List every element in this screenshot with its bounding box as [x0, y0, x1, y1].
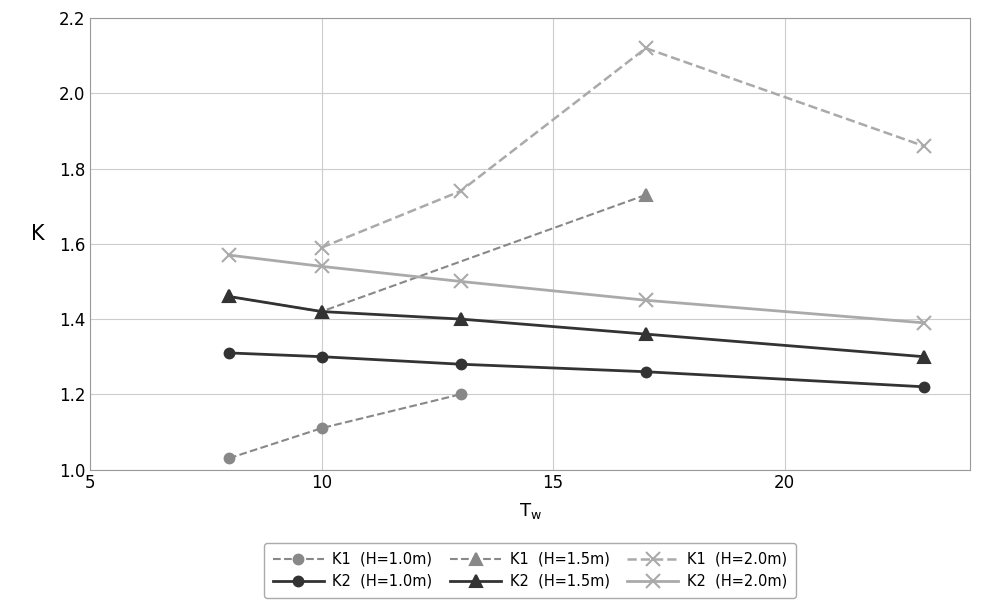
K2  (H=2.0m) [316, 262, 328, 270]
K2  (H=1.5m) [918, 353, 930, 360]
Line: K2  (H=1.0m): K2 (H=1.0m) [224, 348, 929, 392]
K1  (H=2.0m) [316, 244, 328, 251]
K1  (H=1.5m) [640, 191, 652, 199]
K2  (H=2.0m) [455, 278, 467, 285]
K1  (H=1.0m) [223, 455, 235, 462]
K1  (H=1.5m) [316, 308, 328, 315]
K1  (H=1.5m) [223, 293, 235, 300]
K2  (H=1.0m) [640, 368, 652, 376]
K2  (H=1.5m) [455, 315, 467, 323]
K2  (H=1.0m) [918, 383, 930, 391]
K2  (H=1.5m) [223, 293, 235, 300]
Legend: K1  (H=1.0m), K2  (H=1.0m), K1  (H=1.5m), K2  (H=1.5m), K1  (H=2.0m), K2  (H=2.0: K1 (H=1.0m), K2 (H=1.0m), K1 (H=1.5m), K… [264, 543, 796, 598]
K2  (H=1.0m) [223, 349, 235, 356]
Y-axis label: K: K [31, 224, 45, 244]
K1  (H=2.0m) [455, 188, 467, 195]
Line: K2  (H=2.0m): K2 (H=2.0m) [222, 248, 931, 330]
K2  (H=2.0m) [223, 252, 235, 259]
Line: K2  (H=1.5m): K2 (H=1.5m) [223, 291, 929, 362]
K2  (H=1.0m) [455, 361, 467, 368]
K1  (H=1.0m) [455, 391, 467, 398]
K1  (H=2.0m) [640, 45, 652, 52]
K2  (H=1.0m) [316, 353, 328, 360]
K2  (H=2.0m) [918, 319, 930, 326]
K2  (H=1.5m) [640, 330, 652, 338]
Text: $\mathregular{T_w}$: $\mathregular{T_w}$ [519, 501, 541, 521]
K1  (H=2.0m) [918, 143, 930, 150]
Line: K1  (H=1.0m): K1 (H=1.0m) [224, 389, 465, 463]
K1  (H=1.0m) [316, 424, 328, 432]
Line: K1  (H=1.5m): K1 (H=1.5m) [223, 190, 651, 317]
Line: K1  (H=2.0m): K1 (H=2.0m) [315, 41, 931, 255]
K2  (H=2.0m) [640, 297, 652, 304]
K2  (H=1.5m) [316, 308, 328, 315]
